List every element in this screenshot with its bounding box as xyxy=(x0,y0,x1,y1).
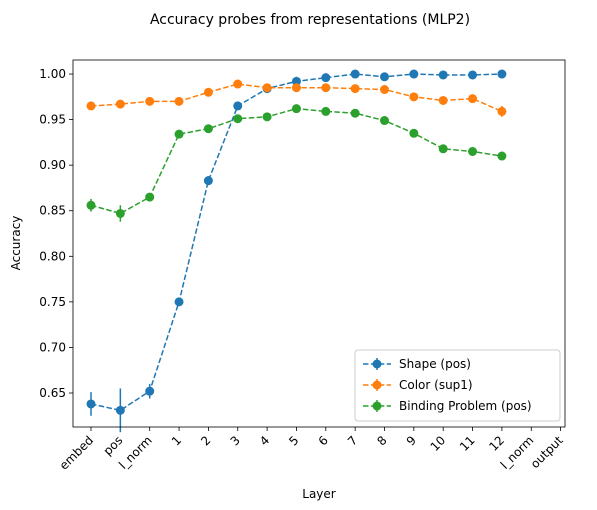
marker xyxy=(468,70,478,80)
marker xyxy=(380,85,389,95)
legend-marker xyxy=(372,380,382,390)
y-tick-label: 0.85 xyxy=(39,204,66,218)
marker xyxy=(321,83,331,93)
y-tick-label: 0.80 xyxy=(39,249,66,263)
x-tick-label: 7 xyxy=(345,433,360,448)
marker xyxy=(497,151,507,161)
marker xyxy=(438,144,448,154)
marker xyxy=(86,101,96,111)
x-tick-label: embed xyxy=(57,433,96,472)
marker xyxy=(380,72,389,82)
marker xyxy=(203,124,213,134)
marker xyxy=(233,114,243,124)
legend-label: Color (sup1) xyxy=(399,378,473,392)
marker xyxy=(174,297,184,307)
marker xyxy=(115,99,125,109)
marker xyxy=(86,399,96,409)
marker xyxy=(145,386,155,396)
x-tick-label: 10 xyxy=(428,433,449,454)
x-tick-label: 5 xyxy=(286,433,301,448)
marker xyxy=(291,76,301,86)
marker xyxy=(350,108,360,118)
marker xyxy=(409,69,419,79)
y-axis-label: Accuracy xyxy=(9,216,23,271)
marker xyxy=(497,69,507,79)
marker xyxy=(262,112,272,122)
x-tick-label: 2 xyxy=(198,433,213,448)
marker xyxy=(291,83,301,93)
marker xyxy=(409,128,419,138)
marker xyxy=(409,92,419,102)
x-tick-label: l_norm xyxy=(116,433,155,472)
marker xyxy=(497,106,507,116)
marker xyxy=(262,83,272,93)
x-tick-label: 8 xyxy=(374,433,389,448)
marker xyxy=(350,69,360,79)
marker xyxy=(380,116,389,126)
marker xyxy=(145,96,155,106)
marker xyxy=(438,95,448,105)
x-tick-label: pos xyxy=(101,433,126,458)
y-tick-label: 0.65 xyxy=(39,386,66,400)
marker xyxy=(115,405,125,415)
marker xyxy=(321,106,331,116)
marker xyxy=(174,129,184,139)
x-tick-label: 9 xyxy=(404,433,419,448)
marker xyxy=(233,101,243,111)
marker xyxy=(86,200,96,210)
y-tick-label: 0.70 xyxy=(39,340,66,354)
plot-frame xyxy=(72,59,566,428)
marker xyxy=(468,94,478,104)
marker xyxy=(291,104,301,114)
x-axis-label: Layer xyxy=(302,487,336,501)
legend-box xyxy=(354,349,561,422)
chart-title: Accuracy probes from representations (ML… xyxy=(150,12,470,28)
x-tick-label: l_norm xyxy=(498,433,537,472)
marker xyxy=(321,73,331,83)
marker xyxy=(438,70,448,80)
x-tick-label: 12 xyxy=(486,433,507,454)
marker xyxy=(350,84,360,94)
y-tick-label: 0.95 xyxy=(39,113,66,127)
marker xyxy=(174,96,184,106)
y-tick-label: 1.00 xyxy=(39,67,66,81)
marker xyxy=(203,176,213,186)
marker xyxy=(115,208,125,218)
x-tick-label: 6 xyxy=(316,433,331,448)
y-tick-label: 0.75 xyxy=(39,295,66,309)
marker xyxy=(233,79,243,89)
marker xyxy=(468,146,478,156)
legend-label: Shape (pos) xyxy=(399,357,471,371)
legend-label: Binding Problem (pos) xyxy=(399,399,532,413)
legend-marker xyxy=(372,359,382,369)
legend-marker xyxy=(372,401,382,411)
x-tick-label: 3 xyxy=(228,433,243,448)
marker xyxy=(203,87,213,97)
x-tick-label: 1 xyxy=(169,433,184,448)
x-tick-label: 4 xyxy=(257,433,272,448)
y-tick-label: 0.90 xyxy=(39,158,66,172)
marker xyxy=(145,192,155,202)
x-tick-label: 11 xyxy=(457,433,478,454)
x-tick-label: output xyxy=(528,433,566,471)
